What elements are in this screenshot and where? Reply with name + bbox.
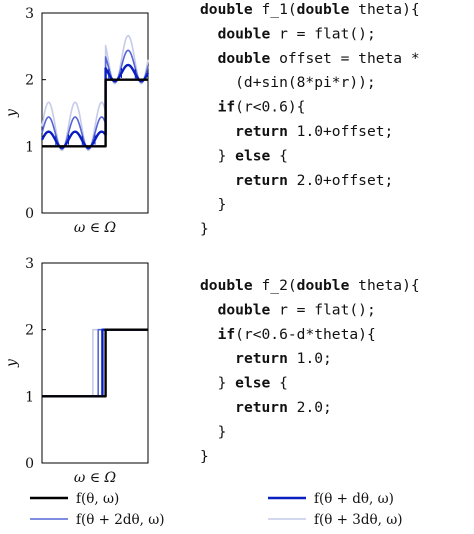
code-line: return 2.0; [200,399,332,416]
legend-label: f(θ + 2dθ, ω) [76,512,165,528]
code-line: return 1.0; [200,350,332,367]
legend-item-1: f(θ + dθ, ω) [268,491,394,507]
code-line: } else { [200,147,288,164]
code-line: double f_2(double theta){ [200,277,420,294]
legend-label: f(θ, ω) [76,491,119,507]
code-line: return 1.0+offset; [200,123,393,140]
plot-frame [41,12,149,214]
y-axis-label: y [4,108,20,118]
code-line: } [200,448,209,465]
code-line: return 2.0+offset; [200,172,393,189]
y-axis-label: y [4,358,20,368]
legend-label: f(θ + dθ, ω) [314,491,394,507]
code-line: } [200,423,226,440]
plot-2: 0 1 2 3 ω ∈ Ω y [4,256,149,486]
code-line: (d+sin(8*pi*r)); [200,74,376,91]
code-f2: double f_2(double theta){ double r = fla… [200,277,420,465]
x-axis-label: ω ∈ Ω [74,470,117,486]
legend-item-2: f(θ + 2dθ, ω) [30,512,165,528]
series-line-2 [42,328,148,398]
code-line: } [200,221,209,238]
plots: 0 1 2 3 ω ∈ Ω y 0 1 2 3 ω ∈ Ω y [4,6,150,486]
code-f1: double f_1(double theta){ double r = fla… [200,1,420,238]
y-tick-label: 0 [25,206,34,222]
code-line: if(r<0.6-d*theta){ [200,326,376,343]
code-line: double f_1(double theta){ [200,1,420,18]
legend: f(θ, ω) f(θ + dθ, ω) f(θ + 2dθ, ω) f(θ + 3d… [30,491,403,528]
code-listings: double f_1(double theta){ double r = fla… [200,1,420,465]
y-tick-label: 2 [25,73,34,89]
code-line: } [200,196,226,213]
y-tick-label: 3 [25,6,34,22]
code-line: double r = flat(); [200,301,376,318]
series-line-3 [42,328,148,398]
legend-item-3: f(θ + 3dθ, ω) [268,512,403,528]
y-tick-label: 1 [25,389,34,405]
series-line-0 [42,328,148,398]
code-line: double offset = theta * [200,50,420,67]
code-line: if(r<0.6){ [200,99,305,116]
series-line-2 [41,49,149,150]
y-tick-label: 2 [25,323,34,339]
legend-item-0: f(θ, ω) [30,491,119,507]
series-line-0 [41,78,149,148]
plot-1: 0 1 2 3 ω ∈ Ω y [4,6,150,236]
plot-frame [41,262,149,464]
series-line-1 [42,328,148,398]
x-axis-label: ω ∈ Ω [74,220,117,236]
y-tick-label: 0 [25,456,34,472]
y-tick-label: 1 [25,139,34,155]
code-line: double r = flat(); [200,25,376,42]
y-tick-label: 3 [25,256,34,272]
code-line: } else { [200,375,288,392]
legend-label: f(θ + 3dθ, ω) [314,512,403,528]
